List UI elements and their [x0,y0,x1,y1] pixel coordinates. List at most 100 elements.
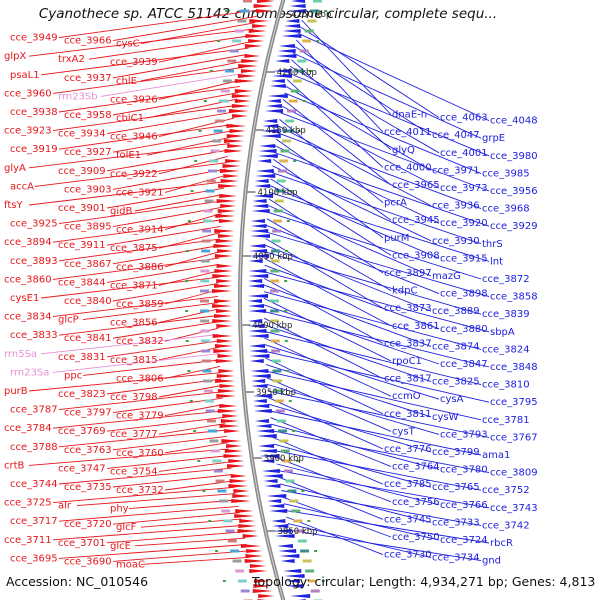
gene-label-right[interactable]: cce_3889 [432,306,480,317]
gene-label-left[interactable]: cce_3840 [64,296,112,307]
gene-label-left[interactable]: cce_3834 [4,312,52,323]
gene-label-right[interactable]: cce_3945 [392,215,440,226]
gene-label-left[interactable]: cce_3921 [116,187,164,198]
gene-label-left[interactable]: chlE [116,76,137,87]
gene-label-right[interactable]: cce_3872 [482,274,530,285]
gene-label-right[interactable]: rbcR [490,538,513,549]
gene-label-left[interactable]: cce_3777 [110,429,158,440]
gene-label-left[interactable]: cce_3760 [116,448,164,459]
gene-label-left[interactable]: cce_3701 [58,538,106,549]
gene-label-right[interactable]: cce_3824 [482,344,530,355]
gene-label-left[interactable]: alr [58,501,72,512]
gene-label-right[interactable]: cce_3767 [490,432,538,443]
gene-label-left[interactable]: folE1 [116,150,141,161]
gene-label-right[interactable]: cce_3956 [490,186,538,197]
gene-label-right[interactable]: cce_3897 [384,268,432,279]
gene-label-right[interactable]: cce_4000 [384,162,432,173]
gene-label-left[interactable]: cce_3859 [116,299,164,310]
gene-label-right[interactable]: ama1 [482,450,510,461]
gene-label-left[interactable]: cce_3922 [110,169,158,180]
gene-label-left[interactable]: cce_3717 [10,516,58,527]
gene-label-right[interactable]: cce_3776 [384,444,432,455]
gene-label-right[interactable]: cce_3908 [392,250,440,261]
gene-label-left[interactable]: moaC [116,559,145,570]
gene-label-left[interactable]: crtB [4,460,25,471]
gene-label-right[interactable]: cce_3898 [440,289,488,300]
gene-label-right[interactable]: rpoC1 [392,356,422,367]
gene-label-right[interactable]: cce_3780 [440,465,488,476]
gene-label-left[interactable]: purB [4,386,28,397]
gene-label-right[interactable]: cce_3837 [384,338,432,349]
gene-label-right[interactable]: gnd [482,556,501,567]
gene-label-right[interactable]: sbpA [490,327,515,338]
gene-label-left[interactable]: cce_3946 [110,132,158,143]
gene-label-right[interactable]: cce_3874 [432,341,480,352]
gene-label-left[interactable]: cce_3958 [64,110,112,121]
gene-label-left[interactable]: cce_3779 [116,411,164,422]
gene-label-left[interactable]: cce_3923 [4,126,52,137]
gene-label-left[interactable]: cce_3901 [58,203,106,214]
gene-label-left[interactable]: cce_3914 [116,225,164,236]
gene-label-left[interactable]: cce_3925 [10,219,58,230]
gene-label-left[interactable]: cce_3833 [10,330,58,341]
gene-label-right[interactable]: purM [384,233,409,244]
gene-label-right[interactable]: cce_3764 [392,462,440,473]
gene-label-left[interactable]: ftsY [4,200,23,211]
gene-label-left[interactable]: cce_3754 [110,466,158,477]
gene-label-left[interactable]: cce_3747 [58,463,106,474]
gene-label-right[interactable]: cce_3817 [384,374,432,385]
gene-label-left[interactable]: cce_3823 [58,389,106,400]
gene-label-right[interactable]: cce_3930 [432,236,480,247]
gene-label-left[interactable]: cce_3725 [4,498,52,509]
gene-label-right[interactable]: cce_3730 [384,550,432,561]
gene-label-left[interactable]: rrn5Sa [4,349,37,360]
gene-label-left[interactable]: glcE [110,541,131,552]
gene-label-right[interactable]: cce_3750 [392,532,440,543]
gene-label-right[interactable]: cce_3825 [432,377,480,388]
gene-label-right[interactable]: ccmO [392,391,421,402]
gene-label-right[interactable]: cce_3733 [432,517,480,528]
gene-label-right[interactable]: cce_3848 [490,362,538,373]
gene-label-right[interactable]: cce_3743 [490,503,538,514]
gene-label-right[interactable]: cce_3973 [440,183,488,194]
gene-label-left[interactable]: glyA [4,163,26,174]
gene-label-left[interactable]: cce_3895 [64,222,112,233]
gene-label-left[interactable]: phy [110,504,129,515]
gene-label-left[interactable]: cce_3784 [4,423,52,434]
gene-label-right[interactable]: cce_4063 [440,113,488,124]
gene-label-left[interactable]: cce_3934 [58,129,106,140]
gene-label-left[interactable]: cysC [116,39,140,50]
gene-label-right[interactable]: cce_3971 [432,165,480,176]
gene-label-right[interactable]: cce_3861 [392,321,440,332]
gene-label-right[interactable]: cce_4001 [440,148,488,159]
gene-label-left[interactable]: cce_3875 [110,243,158,254]
gene-label-left[interactable]: cce_3690 [64,556,112,567]
gene-label-left[interactable]: cce_3769 [58,426,106,437]
gene-label-right[interactable]: cce_3765 [432,482,480,493]
gene-label-right[interactable]: cce_3795 [490,397,538,408]
gene-label-right[interactable]: cysA [440,394,464,405]
gene-label-left[interactable]: cce_3909 [58,166,106,177]
gene-label-left[interactable]: cce_3867 [64,259,112,270]
gene-label-left[interactable]: cce_3815 [110,355,158,366]
gene-label-left[interactable]: cce_3886 [116,262,164,273]
gene-label-right[interactable]: mazG [432,271,461,282]
gene-label-left[interactable]: cce_3732 [116,485,164,496]
gene-label-left[interactable]: cce_3695 [10,553,58,564]
gene-label-left[interactable]: cce_3797 [64,408,112,419]
gene-label-right[interactable]: cce_4011 [384,127,432,138]
gene-label-left[interactable]: cce_3788 [10,442,58,453]
gene-label-left[interactable]: cce_3938 [10,107,58,118]
gene-label-right[interactable]: lnt [490,256,503,267]
gene-label-left[interactable]: cce_3949 [10,33,58,44]
gene-label-right[interactable]: cce_3810 [482,380,530,391]
gene-label-left[interactable]: cce_3763 [64,445,112,456]
gene-label-left[interactable]: cce_3844 [58,277,106,288]
gene-label-left[interactable]: rrn23Sb [58,91,98,102]
gene-label-left[interactable]: psaL1 [10,70,40,81]
gene-label-right[interactable]: cce_4047 [432,130,480,141]
gene-label-right[interactable]: cce_3880 [440,324,488,335]
gene-label-left[interactable]: cce_3856 [110,318,158,329]
gene-label-left[interactable]: trxA2 [58,54,85,65]
gene-label-right[interactable]: cce_3936 [432,201,480,212]
